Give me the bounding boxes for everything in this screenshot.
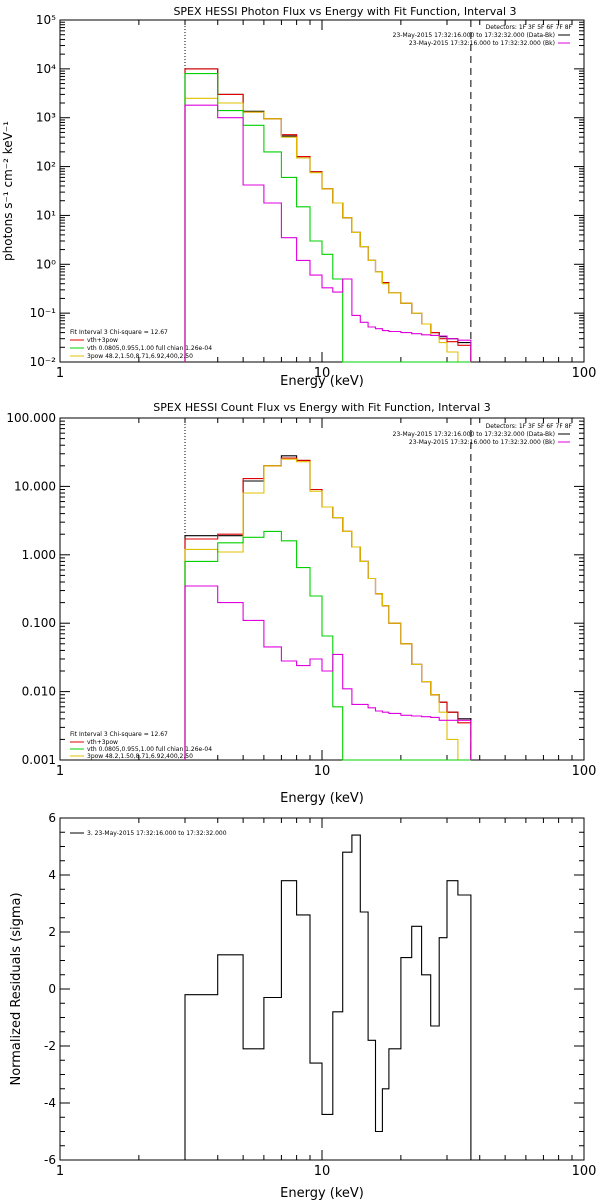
- residuals-y-axis-label: Normalized Residuals (sigma): [9, 892, 24, 1085]
- photon-flux-series-background: [184, 104, 472, 362]
- residuals-y-tick-label: -4: [44, 1096, 56, 1110]
- photon-flux-series-fit-3pow: [184, 97, 471, 363]
- photon-flux-y-tick-label: 10⁰: [36, 257, 56, 271]
- photon-flux-fit-entry-vth: vth 0.0805,0.955,1.00 full chian 1.26e-0…: [87, 345, 212, 352]
- count-flux-series-fit-3pow: [184, 458, 471, 761]
- photon-flux-title: SPEX HESSI Photon Flux vs Energy with Fi…: [173, 5, 516, 18]
- residuals-legend: 3. 23-May-2015 17:32:16.000 to 17:32:32.…: [70, 830, 227, 837]
- residuals-x-axis-label: Energy (keV): [280, 1186, 364, 1200]
- residuals-y-tick-label: -2: [44, 1039, 56, 1053]
- count-flux-y-tick-label: 0.100: [22, 616, 56, 630]
- photon-flux-y-tick-label: 10⁴: [36, 62, 56, 76]
- residuals-series: [184, 834, 472, 1160]
- photon-flux-legend-entry-data: 23-May-2015 17:32:16.000 to 17:32:32.000…: [393, 32, 555, 39]
- photon-flux-x-tick-label: 100: [572, 366, 597, 381]
- photon-flux-legend-fit: Fit Interval 3 Chi-square = 12.67 vth+3p…: [70, 329, 212, 360]
- photon-flux-y-tick-label: 10⁻²: [30, 355, 57, 369]
- count-flux-fit-entry-3pow: 3pow 48.2,1.50,8.71,6.92,400,2.50: [87, 753, 193, 760]
- photon-flux-x-axis-label: Energy (keV): [280, 374, 364, 389]
- photon-flux-legend-entry-bk: 23-May-2015 17:32:16.000 to 17:32:32.000…: [409, 40, 555, 47]
- photon-flux-fit-entry-total: vth+3pow: [87, 337, 118, 344]
- count-flux-axes: 1 10 100 0.001 0.010 0.100 1.000 10.000 100.000: [6, 411, 596, 779]
- count-flux-title: SPEX HESSI Count Flux vs Energy with Fit…: [153, 401, 490, 414]
- photon-flux-series-fit-vth: [184, 73, 471, 363]
- residuals-axes: 1 10 100 -6 -4 -2 0 2 4 6: [44, 811, 596, 1179]
- photon-flux-legend-header: Detectors: 1F 3F 5F 6F 7F 8F: [486, 24, 573, 31]
- count-flux-x-tick-label: 100: [572, 764, 597, 779]
- count-flux-legend-fit: Fit Interval 3 Chi-square = 12.67 vth+3p…: [70, 731, 212, 760]
- count-flux-y-tick-label: 1.000: [22, 548, 56, 562]
- residuals-y-tick-label: -6: [44, 1153, 56, 1167]
- count-flux-legend-header: Detectors: 1F 3F 5F 6F 7F 8F: [486, 423, 573, 430]
- photon-flux-panel: SPEX HESSI Photon Flux vs Energy with Fi…: [1, 5, 596, 389]
- residuals-series-data-minus-bk: [184, 834, 472, 1160]
- photon-flux-y-tick-label: 10⁵: [36, 13, 56, 27]
- residuals-legend-entry: 3. 23-May-2015 17:32:16.000 to 17:32:32.…: [87, 830, 227, 837]
- count-flux-fit-header: Fit Interval 3 Chi-square = 12.67: [70, 731, 168, 738]
- count-flux-series-background: [184, 585, 472, 760]
- residuals-y-tick-label: 0: [48, 982, 56, 996]
- count-flux-legend-detectors: Detectors: 1F 3F 5F 6F 7F 8F 23-May-2015…: [393, 423, 573, 446]
- residuals-y-tick-label: 6: [48, 811, 56, 825]
- residuals-panel: 1 10 100 -6 -4 -2 0 2 4 6 Energy (keV) Normalized…: [9, 811, 596, 1200]
- count-flux-y-tick-label: 0.010: [22, 685, 56, 699]
- photon-flux-y-tick-label: 10³: [36, 111, 56, 125]
- residuals-x-tick-label: 1: [56, 1164, 64, 1179]
- count-flux-x-tick-label: 1: [56, 764, 64, 779]
- photon-flux-x-tick-label: 10: [314, 366, 331, 381]
- count-flux-series: [184, 455, 472, 761]
- count-flux-y-tick-label: 0.001: [22, 753, 56, 767]
- count-flux-y-tick-label: 100.000: [6, 411, 56, 425]
- count-flux-x-axis-label: Energy (keV): [280, 791, 364, 806]
- residuals-x-tick-label: 10: [314, 1164, 331, 1179]
- residuals-y-tick-label: 2: [48, 925, 56, 939]
- count-flux-fit-entry-total: vth+3pow: [87, 739, 118, 746]
- photon-flux-legend-detectors: Detectors: 1F 3F 5F 6F 7F 8F 23-May-2015…: [393, 24, 573, 47]
- count-flux-panel: SPEX HESSI Count Flux vs Energy with Fit…: [6, 401, 596, 806]
- residuals-y-tick-label: 4: [48, 868, 56, 882]
- photon-flux-y-tick-label: 10²: [36, 160, 56, 174]
- count-flux-x-tick-label: 10: [314, 764, 331, 779]
- photon-flux-y-tick-label: 10⁻¹: [30, 306, 57, 320]
- photon-flux-series: [184, 68, 472, 363]
- photon-flux-fit-entry-3pow: 3pow 48.2,1.50,8.71,6.92,400,2.50: [87, 353, 193, 360]
- count-flux-fit-entry-vth: vth 0.0805,0.955,1.00 full chian 1.26e-0…: [87, 746, 212, 753]
- residuals-x-tick-label: 100: [572, 1164, 597, 1179]
- photon-flux-y-axis-label: photons s⁻¹ cm⁻² keV⁻¹: [1, 121, 15, 261]
- photon-flux-x-tick-label: 1: [56, 366, 64, 381]
- photon-flux-y-tick-label: 10¹: [36, 208, 56, 222]
- count-flux-y-tick-label: 10.000: [14, 479, 56, 493]
- photon-flux-fit-header: Fit Interval 3 Chi-square = 12.67: [70, 329, 168, 336]
- count-flux-legend-entry-data: 23-May-2015 17:32:16.000 to 17:32:32.000…: [393, 431, 555, 438]
- count-flux-legend-entry-bk: 23-May-2015 17:32:16.000 to 17:32:32.000…: [409, 439, 555, 446]
